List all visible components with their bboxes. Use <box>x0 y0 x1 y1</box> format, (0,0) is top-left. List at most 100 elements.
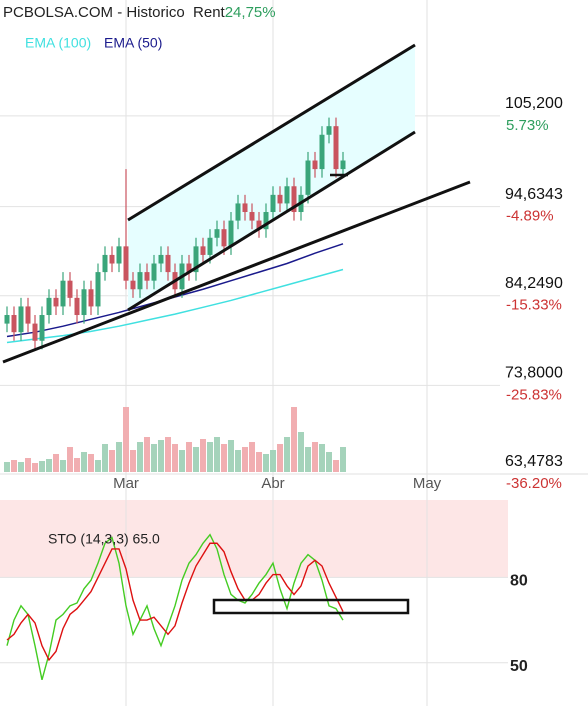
volume-bar <box>102 444 108 472</box>
candle-body <box>74 297 80 316</box>
y-tick-label: 84,2490 <box>505 275 563 292</box>
chart-title: PCBOLSA.COM - Historico Rent24,75% <box>3 4 276 21</box>
volume-bar <box>158 440 164 472</box>
x-tick-label: Abr <box>261 475 284 492</box>
candle-body <box>326 126 332 135</box>
volume-bar <box>130 450 136 472</box>
y2-tick-label: -15.33% <box>506 297 562 314</box>
volume-bar <box>291 407 297 472</box>
candle-body <box>95 272 101 307</box>
volume-bar <box>298 432 304 472</box>
volume-bar <box>60 460 66 472</box>
candle-body <box>319 134 325 170</box>
volume-bar <box>53 454 59 472</box>
candle-body <box>81 289 87 316</box>
candle-body <box>235 203 241 221</box>
candle-body <box>53 297 59 307</box>
volume-bar <box>74 458 80 472</box>
candle-body <box>32 323 38 341</box>
volume-bar <box>186 442 192 472</box>
candle-body <box>102 254 108 273</box>
volume-bar <box>305 447 311 472</box>
volume-bar <box>228 440 234 472</box>
overbought-band <box>0 500 508 578</box>
candle-body <box>186 263 192 273</box>
volume-bar <box>137 442 143 472</box>
volume-bar <box>326 452 332 472</box>
candle-body <box>60 280 66 307</box>
volume-bar <box>242 447 248 472</box>
channel-lower-line <box>127 130 416 312</box>
sto-line <box>6 542 344 662</box>
candle-body <box>256 220 262 230</box>
candle-body <box>228 220 234 247</box>
y-tick-label: 50 <box>510 658 528 675</box>
candle-body <box>291 186 297 213</box>
volume-bar <box>256 452 262 472</box>
candle-body <box>340 160 346 170</box>
y-tick-label: 94,6343 <box>505 186 563 203</box>
subtitle: 24,75% <box>225 4 276 21</box>
candle-body <box>116 246 122 264</box>
volume-bar <box>25 458 31 472</box>
volume-bar <box>277 444 283 472</box>
candle-body <box>333 126 339 170</box>
volume-bar <box>39 461 45 472</box>
candle-body <box>312 160 318 170</box>
candle-body <box>249 212 255 221</box>
volume-bar <box>95 460 101 472</box>
x-tick-label: May <box>413 475 442 492</box>
candle-body <box>25 306 31 324</box>
ema-line <box>6 268 344 344</box>
candle-body <box>4 315 10 324</box>
volume-bar <box>200 439 206 472</box>
volume-bar <box>88 454 94 472</box>
sto-line <box>6 533 344 681</box>
sto-label: STO (14,3,3) 65.0 <box>48 531 160 547</box>
y2-tick-label: 5.73% <box>506 117 549 134</box>
candle-body <box>263 212 269 230</box>
candle-body <box>207 237 213 255</box>
candle-body <box>221 229 227 247</box>
volume-bar <box>32 463 38 472</box>
volume-bar <box>123 407 129 472</box>
volume-bar <box>172 444 178 472</box>
title: PCBOLSA.COM - Historico Rent <box>3 4 226 21</box>
volume-bar <box>67 447 73 472</box>
y2-tick-label: -36.20% <box>506 475 562 492</box>
main-layer: Mar Abr May 105,200 94,6343 84,2490 73,8000 63,… <box>4 95 563 681</box>
y-tick-label: 105,200 <box>505 95 563 112</box>
volume-bar <box>116 442 122 472</box>
candle-body <box>214 229 220 238</box>
legend-ema50: EMA (50) <box>104 35 162 51</box>
volume-bar <box>207 442 213 472</box>
volume-bar <box>11 460 17 472</box>
annotation-box <box>212 598 410 615</box>
volume-bar <box>18 462 24 472</box>
volume-bar <box>221 444 227 472</box>
candle-body <box>305 160 311 195</box>
volume-bar <box>214 437 220 472</box>
candle-body <box>67 280 73 298</box>
y2-tick-label: -4.89% <box>506 208 554 225</box>
candle-body <box>123 246 129 281</box>
volume-bar <box>249 442 255 472</box>
candle-body <box>151 263 157 281</box>
candle-body <box>144 272 150 281</box>
candle-body <box>158 254 164 264</box>
trend-line <box>2 180 471 364</box>
volume-bar <box>144 437 150 472</box>
candle-body <box>18 306 24 333</box>
volume-bar <box>333 460 339 472</box>
volume-bar <box>340 447 346 472</box>
candle-body <box>242 203 248 213</box>
x-tick-label: Mar <box>113 475 139 492</box>
volume-bar <box>284 437 290 472</box>
candle-body <box>39 315 45 341</box>
candle-body <box>11 315 17 333</box>
volume-bar <box>109 450 115 472</box>
volume-bar <box>81 452 87 472</box>
candle-body <box>46 297 52 316</box>
legend-ema100: EMA (100) <box>25 35 91 51</box>
